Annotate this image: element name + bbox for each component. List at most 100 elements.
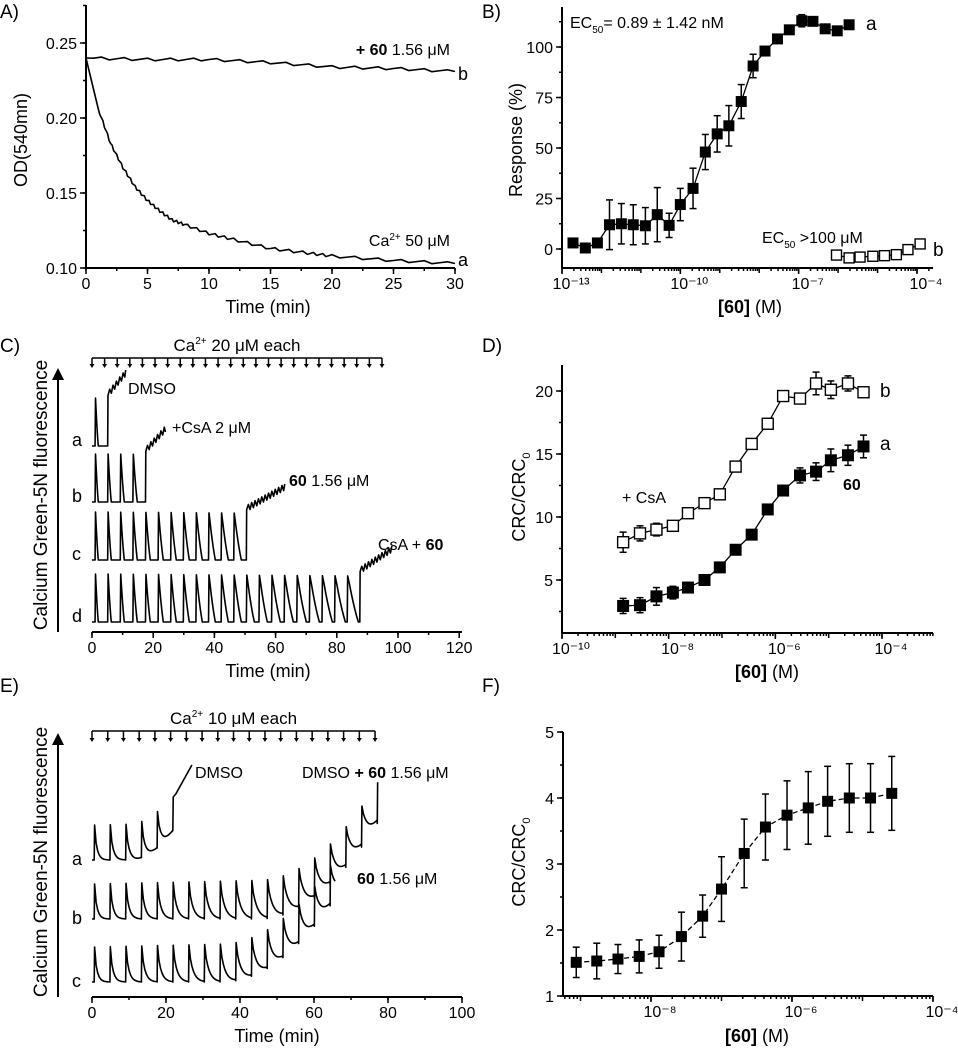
open-square-marker bbox=[633, 527, 647, 540]
x-tick-label: 10⁻⁴ bbox=[874, 641, 907, 658]
fluorescence-trace-b bbox=[92, 426, 167, 503]
y-tick-label: 10 bbox=[535, 510, 553, 527]
open-square-marker bbox=[681, 507, 695, 520]
trace-annotation-segment: CsA + bbox=[378, 537, 426, 554]
filled-square-marker bbox=[831, 25, 843, 37]
open-square-marker bbox=[824, 383, 838, 396]
series-line bbox=[572, 20, 850, 249]
trace-label: b bbox=[72, 486, 82, 506]
x-tick-label: 15 bbox=[262, 276, 280, 293]
arrow-down-icon bbox=[231, 738, 237, 742]
x-tick-label: 10 bbox=[200, 276, 218, 293]
arrow-down-icon bbox=[329, 364, 335, 368]
arrow-down-icon bbox=[215, 738, 221, 742]
trace-b bbox=[85, 56, 456, 73]
trace-annotation-segment: 1.56 μM bbox=[387, 42, 450, 59]
arrow-down-icon bbox=[139, 364, 145, 368]
open-square-marker bbox=[890, 248, 903, 261]
x-axis-label: Time (min) bbox=[225, 661, 310, 681]
arrow-down-icon bbox=[309, 738, 315, 742]
x-axis-label-segment: (M) bbox=[757, 1026, 789, 1046]
open-square-marker bbox=[809, 377, 823, 390]
series-line bbox=[576, 792, 892, 963]
x-axis-label: [60] (M) bbox=[735, 662, 799, 682]
trace-annotation: + 60 1.56 μM bbox=[356, 42, 450, 59]
y-tick-label: 15 bbox=[535, 447, 553, 464]
arrow-down-icon bbox=[341, 738, 347, 742]
y-axis-label: Calcium Green-5N fluorescence bbox=[31, 360, 52, 630]
arrow-down-icon bbox=[341, 364, 347, 368]
arrow-down-icon bbox=[228, 364, 234, 368]
y-tick-label: 2 bbox=[545, 923, 554, 940]
filled-square-marker bbox=[777, 484, 790, 497]
filled-square-marker bbox=[666, 586, 679, 599]
filled-square-marker bbox=[627, 219, 639, 231]
panel-f bbox=[557, 731, 934, 1002]
y-tick-label: 0.10 bbox=[46, 261, 77, 278]
filled-square-marker bbox=[771, 33, 783, 45]
arrow-down-icon bbox=[366, 364, 372, 368]
series-0 bbox=[570, 755, 898, 980]
x-axis-label-segment: (M) bbox=[767, 662, 799, 682]
series-a bbox=[617, 434, 870, 615]
y-tick-label: 5 bbox=[545, 725, 554, 742]
filled-square-marker bbox=[687, 182, 699, 194]
filled-square-marker bbox=[819, 23, 831, 35]
trace-label: d bbox=[72, 606, 82, 626]
x-tick-label: 0 bbox=[88, 640, 97, 657]
filled-square-marker bbox=[843, 19, 855, 31]
y-tick-label: 20 bbox=[535, 384, 553, 401]
filled-square-marker bbox=[783, 24, 795, 36]
trace-annotation-segment: 2+ bbox=[389, 232, 401, 243]
x-tick-label: 10⁻¹⁰ bbox=[552, 641, 590, 658]
y-tick-label: 75 bbox=[535, 91, 553, 108]
filled-square-marker bbox=[759, 821, 771, 833]
trace-annotation-segment: 60 bbox=[357, 871, 375, 888]
open-square-marker bbox=[761, 417, 774, 430]
y-tick-label: 100 bbox=[526, 40, 553, 57]
trace-annotation: DMSO bbox=[195, 765, 243, 782]
ec50-annotation-segment: = 0.89 ± 1.42 nM bbox=[603, 15, 723, 32]
trace-annotation: 60 1.56 μM bbox=[289, 473, 369, 490]
trace-annotation: +CsA 2 μM bbox=[172, 420, 251, 437]
filled-square-marker bbox=[639, 220, 651, 232]
filled-square-marker bbox=[716, 883, 727, 895]
arrow-down-icon bbox=[136, 738, 142, 742]
x-axis-label-segment: Time (min) bbox=[225, 297, 310, 317]
filled-square-marker bbox=[824, 454, 837, 467]
arrow-up-icon bbox=[52, 733, 64, 745]
filled-square-marker bbox=[651, 209, 663, 221]
y-tick-label: 0.25 bbox=[46, 36, 77, 53]
trace-a bbox=[85, 57, 456, 265]
panel-a bbox=[80, 4, 456, 274]
filled-square-marker bbox=[591, 237, 603, 249]
ec50-annotation-segment: 50 bbox=[592, 25, 604, 36]
filled-square-marker bbox=[822, 795, 834, 807]
series-label: b bbox=[880, 381, 891, 402]
y-tick-label: 0.20 bbox=[46, 111, 77, 128]
series-b bbox=[616, 371, 870, 554]
series-label: b bbox=[933, 240, 944, 261]
arrow-down-icon bbox=[246, 738, 252, 742]
x-tick-label: 10⁻¹³ bbox=[553, 276, 591, 293]
additions-label-segment: Ca bbox=[170, 709, 192, 728]
panel-label: A) bbox=[0, 2, 19, 23]
x-tick-label: 40 bbox=[231, 1005, 249, 1022]
open-square-marker bbox=[914, 238, 926, 250]
y-tick-label: 50 bbox=[535, 141, 553, 158]
ec50-annotation-segment: >100 μM bbox=[795, 230, 862, 247]
open-square-marker bbox=[867, 250, 879, 262]
series-a bbox=[567, 13, 855, 254]
y-axis-label: CRC/CRC0 bbox=[509, 817, 533, 906]
filled-square-marker bbox=[650, 590, 663, 603]
arrow-down-icon bbox=[202, 364, 208, 368]
y-tick-label: 0.15 bbox=[46, 186, 77, 203]
panel-c bbox=[91, 631, 462, 638]
fluorescence-trace-a bbox=[92, 764, 193, 861]
x-tick-label: 60 bbox=[305, 1005, 323, 1022]
panel-b bbox=[556, 7, 933, 274]
filled-square-marker bbox=[735, 96, 747, 108]
x-tick-label: 10⁻⁸ bbox=[661, 641, 694, 658]
arrow-down-icon bbox=[152, 364, 158, 368]
